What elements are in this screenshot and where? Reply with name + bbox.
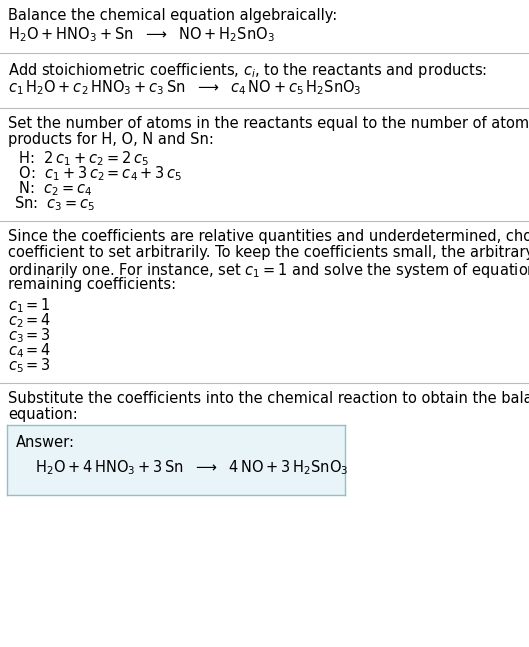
Text: O:  $c_1 + 3\,c_2 = c_4 + 3\,c_5$: O: $c_1 + 3\,c_2 = c_4 + 3\,c_5$: [14, 164, 183, 182]
Text: H:  $2\,c_1 + c_2 = 2\,c_5$: H: $2\,c_1 + c_2 = 2\,c_5$: [14, 149, 149, 168]
Text: coefficient to set arbitrarily. To keep the coefficients small, the arbitrary va: coefficient to set arbitrarily. To keep …: [8, 245, 529, 260]
Text: Balance the chemical equation algebraically:: Balance the chemical equation algebraica…: [8, 8, 338, 23]
Text: $c_4 = 4$: $c_4 = 4$: [8, 341, 51, 360]
Text: Substitute the coefficients into the chemical reaction to obtain the balanced: Substitute the coefficients into the che…: [8, 391, 529, 406]
Text: $c_3 = 3$: $c_3 = 3$: [8, 326, 51, 345]
Text: equation:: equation:: [8, 407, 78, 422]
Text: remaining coefficients:: remaining coefficients:: [8, 277, 176, 292]
Text: $\mathrm{H_2O + 4\,HNO_3 + 3\,Sn\ \ \longrightarrow\ \ 4\,NO + 3\,H_2SnO_3}$: $\mathrm{H_2O + 4\,HNO_3 + 3\,Sn\ \ \lon…: [35, 458, 349, 477]
Text: $c_5 = 3$: $c_5 = 3$: [8, 356, 51, 375]
Text: N:  $c_2 = c_4$: N: $c_2 = c_4$: [14, 179, 93, 198]
Text: $c_1 = 1$: $c_1 = 1$: [8, 296, 51, 314]
Text: $c_1\,\mathrm{H_2O} + c_2\,\mathrm{HNO_3} + c_3\,\mathrm{Sn}\ \ \longrightarrow\: $c_1\,\mathrm{H_2O} + c_2\,\mathrm{HNO_3…: [8, 78, 362, 96]
Text: $\mathrm{H_2O + HNO_3 + Sn\ \ \longrightarrow\ \ NO + H_2SnO_3}$: $\mathrm{H_2O + HNO_3 + Sn\ \ \longright…: [8, 25, 275, 44]
Text: Answer:: Answer:: [16, 435, 75, 450]
Text: ordinarily one. For instance, set $c_1 = 1$ and solve the system of equations fo: ordinarily one. For instance, set $c_1 =…: [8, 261, 529, 280]
Text: Since the coefficients are relative quantities and underdetermined, choose a: Since the coefficients are relative quan…: [8, 229, 529, 244]
Text: Set the number of atoms in the reactants equal to the number of atoms in the: Set the number of atoms in the reactants…: [8, 116, 529, 131]
Text: $c_2 = 4$: $c_2 = 4$: [8, 311, 51, 330]
Text: products for H, O, N and Sn:: products for H, O, N and Sn:: [8, 132, 214, 147]
Text: Sn:  $c_3 = c_5$: Sn: $c_3 = c_5$: [14, 194, 95, 213]
Text: Add stoichiometric coefficients, $c_i$, to the reactants and products:: Add stoichiometric coefficients, $c_i$, …: [8, 61, 487, 80]
